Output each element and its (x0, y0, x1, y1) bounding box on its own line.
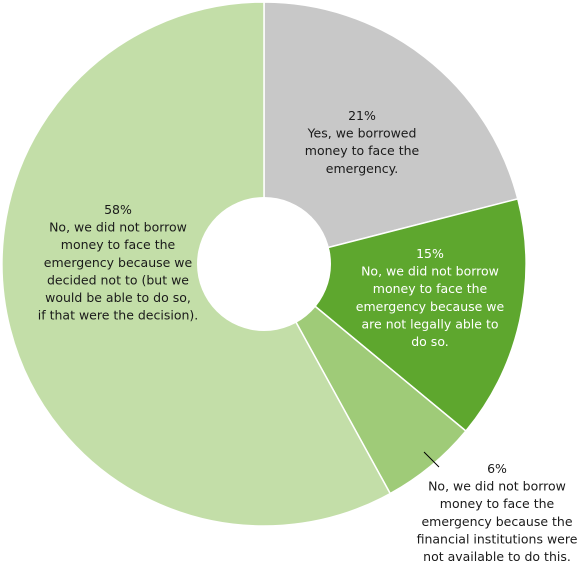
slice-label-line: money to face the (61, 237, 176, 252)
pie-slice-0 (263, 1, 519, 265)
slice-pct-label: 21% (348, 108, 376, 123)
slice-label-line: not available to do this. (423, 549, 571, 564)
slice-label-line: emergency because we (44, 255, 193, 270)
slice-label-line: financial institutions were (417, 531, 578, 546)
slice-label-line: emergency because the (421, 514, 572, 529)
slice-label-line: emergency. (326, 161, 399, 176)
slice-label-line: No, we did not borrow (49, 220, 187, 235)
slice-label-line: money to face the (305, 143, 420, 158)
slice-label-line: are not legally able to (362, 316, 499, 331)
slice-label-line: would be able to do so, (45, 290, 191, 305)
slice-pct-label: 58% (104, 202, 132, 217)
slice-label-line: money to face the (440, 496, 555, 511)
slice-pct-label: 15% (416, 246, 444, 261)
slice-label-3: 58% No, we did not borrow money to face th… (38, 202, 199, 323)
labels-group: 21% Yes, we borrowed money to face the emer… (38, 108, 578, 564)
slice-label-line: money to face the (373, 281, 488, 296)
slice-label-line: Yes, we borrowed (307, 126, 417, 141)
slice-label-0: 21% Yes, we borrowed money to face the emer… (305, 108, 420, 176)
slice-pct-label: 6% (487, 461, 507, 476)
slice-label-1: 15% No, we did not borrow money to face th… (356, 246, 505, 349)
slice-label-line: No, we did not borrow (428, 479, 566, 494)
pie-slice-3 (1, 1, 392, 527)
slice-label-line: if that were the decision). (38, 308, 199, 323)
leader-line (423, 451, 440, 468)
slice-label-line: emergency because we (356, 299, 505, 314)
slice-label-line: do so. (411, 334, 448, 349)
slice-label-2: 6% No, we did not borrow money to face the… (417, 461, 578, 564)
slice-label-line: No, we did not borrow (361, 264, 499, 279)
slice-label-line: decided not to (but we (47, 272, 189, 287)
donut-hole (197, 197, 331, 331)
slices-group (1, 1, 527, 527)
